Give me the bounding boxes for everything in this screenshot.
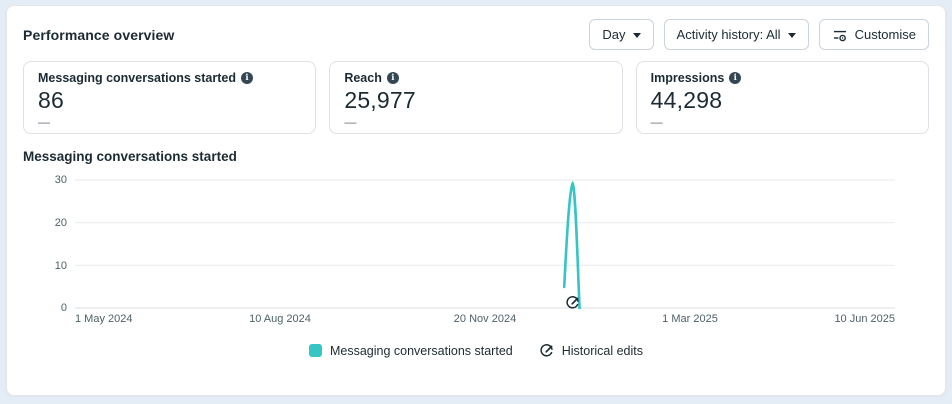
- y-axis-tick: 10: [54, 260, 67, 272]
- customise-button[interactable]: Customise: [818, 19, 929, 50]
- day-dropdown[interactable]: Day: [589, 19, 654, 50]
- series-line-messaging-conversations: [562, 180, 581, 309]
- performance-overview-card: Performance overview Day Activity histor…: [6, 5, 946, 396]
- metric-comparison: —: [344, 115, 357, 130]
- customise-label: Customise: [854, 27, 916, 42]
- y-axis-tick: 30: [54, 174, 67, 186]
- metric-value: 86: [38, 87, 64, 113]
- activity-history-label: Activity history: All: [676, 27, 781, 42]
- x-axis-tick: 1 Mar 2025: [662, 313, 718, 325]
- chart-canvas: [75, 179, 895, 309]
- historical-edit-marker-icon[interactable]: [565, 295, 580, 310]
- header: Performance overview Day Activity histor…: [23, 19, 929, 50]
- x-axis: 1 May 2024 10 Aug 2024 20 Nov 2024 1 Mar…: [75, 313, 895, 331]
- y-axis-tick: 20: [54, 217, 67, 229]
- customise-sliders-icon: [833, 30, 846, 41]
- day-dropdown-label: Day: [602, 27, 626, 42]
- toolbar: Day Activity history: All Customise: [589, 19, 929, 50]
- metric-cards: Messaging conversations started i 86 — R…: [23, 61, 929, 134]
- chart-title: Messaging conversations started: [23, 149, 237, 164]
- line-chart: 30 20 10 0 1 May 2024 10 Aug 2024 20 Nov…: [55, 174, 895, 331]
- chart-plot-area: 30 20 10 0: [55, 174, 895, 314]
- y-axis-tick: 0: [60, 302, 67, 314]
- x-axis-tick: 10 Jun 2025: [834, 313, 895, 325]
- metric-comparison: —: [650, 115, 663, 130]
- legend-swatch-icon: [308, 344, 322, 357]
- metric-value: 44,298: [650, 87, 723, 113]
- metric-card-messaging: Messaging conversations started i 86 —: [23, 61, 317, 134]
- info-icon[interactable]: i: [729, 72, 742, 84]
- activity-history-dropdown[interactable]: Activity history: All: [663, 19, 809, 50]
- legend-label: Messaging conversations started: [329, 343, 513, 358]
- x-axis-tick: 1 May 2024: [75, 313, 133, 325]
- page-background-strip: [0, 397, 952, 404]
- info-icon[interactable]: i: [240, 72, 253, 84]
- legend-item-messaging: Messaging conversations started: [308, 343, 513, 358]
- x-axis-tick: 20 Nov 2024: [453, 313, 517, 325]
- info-icon[interactable]: i: [386, 72, 399, 84]
- metric-label: Messaging conversations started: [38, 71, 236, 85]
- metric-label: Reach: [344, 71, 382, 85]
- legend-label: Historical edits: [561, 343, 643, 358]
- page-title: Performance overview: [23, 26, 175, 43]
- pencil-circle-icon: [540, 344, 553, 357]
- legend-item-historical-edits: Historical edits: [539, 343, 643, 358]
- metric-label: Impressions: [650, 71, 725, 85]
- x-axis-tick: 10 Aug 2024: [249, 313, 311, 325]
- metric-card-reach: Reach i 25,977 —: [329, 61, 623, 134]
- metric-comparison: —: [38, 115, 50, 130]
- chart-legend: Messaging conversations started Historic…: [23, 343, 929, 358]
- chevron-down-icon: [787, 32, 796, 38]
- metric-card-impressions: Impressions i 44,298 —: [635, 61, 929, 134]
- chevron-down-icon: [632, 32, 641, 38]
- metric-value: 25,977: [344, 87, 416, 113]
